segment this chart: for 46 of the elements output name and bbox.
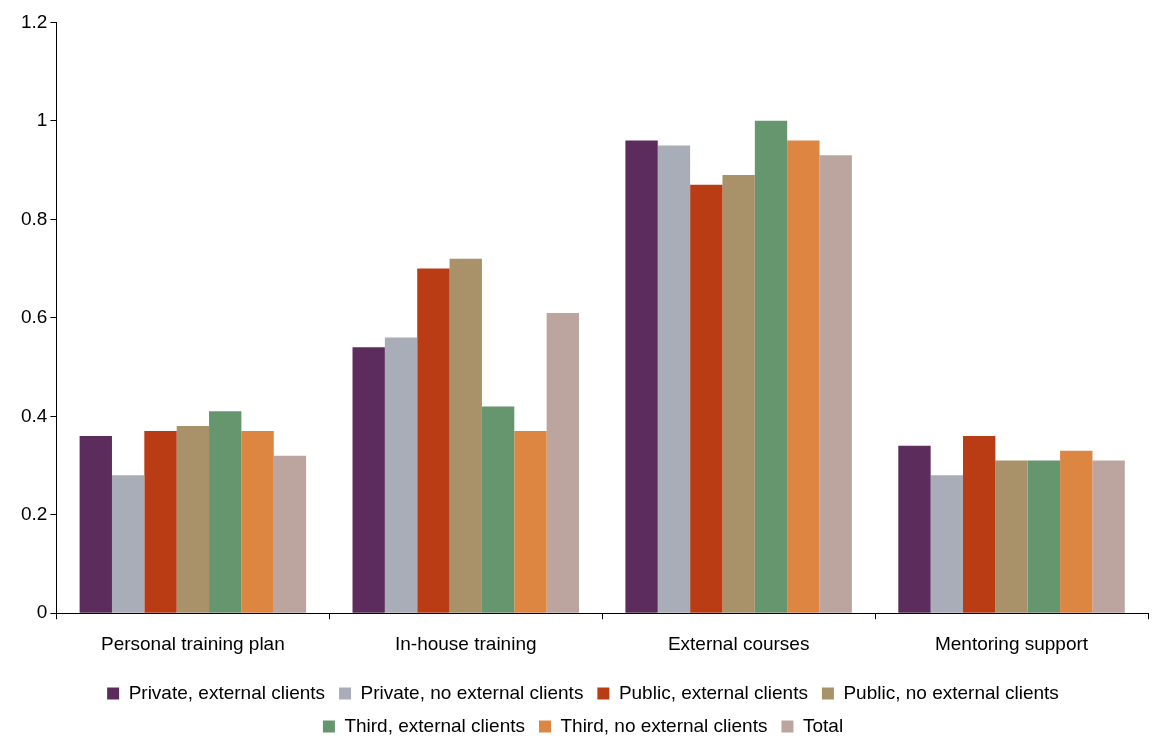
bar <box>449 258 482 613</box>
y-tick-label: 1 <box>36 109 48 131</box>
bar <box>819 155 852 613</box>
bar <box>898 445 931 613</box>
bar <box>625 140 658 613</box>
x-tick-label: Personal training plan <box>100 632 285 654</box>
bar <box>754 120 788 613</box>
bar <box>481 406 515 613</box>
bar <box>930 475 964 613</box>
legend-label: Third, external clients <box>344 714 525 736</box>
bar <box>1060 450 1093 613</box>
bar <box>657 145 691 613</box>
bar <box>995 460 1028 613</box>
bar <box>963 435 996 613</box>
bar <box>79 435 112 613</box>
bar <box>546 312 580 613</box>
x-tick-label: External courses <box>667 632 810 654</box>
legend-label: Private, external clients <box>128 681 326 703</box>
bar <box>690 184 723 613</box>
legend-label: Private, no external clients <box>360 681 584 703</box>
y-tick-label: 1.2 <box>20 10 48 32</box>
bar <box>787 140 820 613</box>
y-tick-label: 0 <box>36 601 48 623</box>
y-tick-label: 0.2 <box>20 502 48 524</box>
legend-label: Public, external clients <box>618 681 808 703</box>
bar <box>273 455 307 613</box>
bar <box>417 268 450 613</box>
bar <box>144 431 177 613</box>
bar <box>1092 460 1125 613</box>
bar <box>209 411 242 613</box>
bar <box>1027 460 1061 613</box>
bar <box>176 426 210 613</box>
bar <box>241 431 274 613</box>
y-tick-label: 0.8 <box>20 207 48 229</box>
x-tick-label: In-house training <box>394 632 537 654</box>
bar <box>722 175 755 613</box>
bar <box>352 347 385 613</box>
bar <box>384 337 418 613</box>
y-tick-label: 0.4 <box>20 404 48 426</box>
x-tick-label: Mentoring support <box>934 632 1089 654</box>
y-tick-label: 0.6 <box>20 306 48 328</box>
bar <box>111 475 145 613</box>
bar <box>514 431 547 613</box>
legend-label: Total <box>802 714 844 736</box>
legend-label: Third, no external clients <box>560 714 768 736</box>
legend-label: Public, no external clients <box>843 681 1059 703</box>
